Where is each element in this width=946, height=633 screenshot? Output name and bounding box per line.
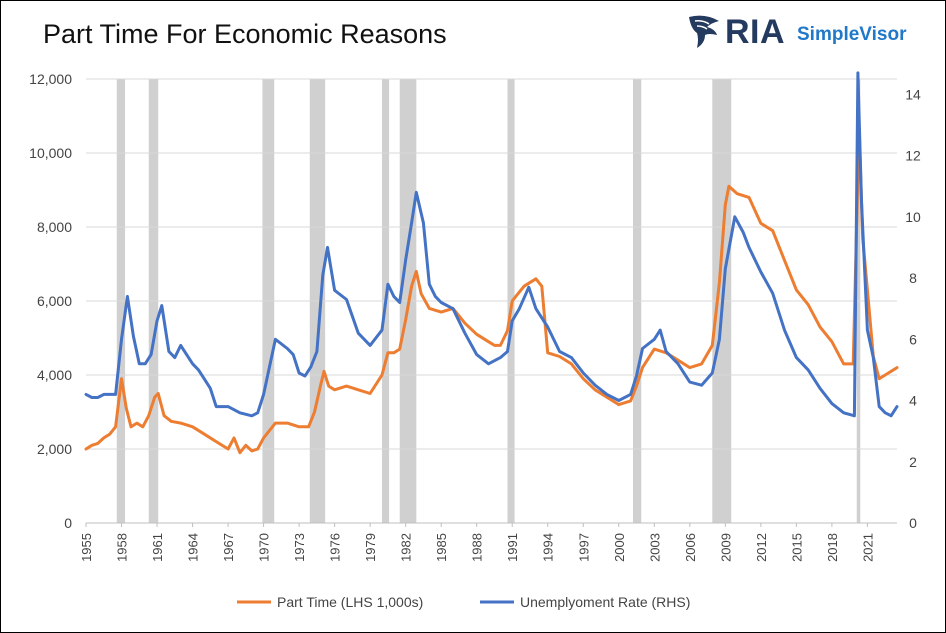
series-line [84,125,899,455]
y-right-tick-label: 0 [909,515,917,531]
legend-label: Part Time (LHS 1,000s) [277,594,423,610]
y-left-tick-label: 2,000 [37,441,72,457]
x-tick-label: 1961 [150,533,165,562]
y-right-tick-label: 10 [905,209,921,225]
y-right-tick-label: 14 [905,86,921,102]
y-right-tick-label: 6 [909,331,917,347]
x-tick-label: 1973 [292,533,307,562]
chart-title: Part Time For Economic Reasons [43,19,447,49]
x-tick-label: 1964 [186,533,201,562]
series-line [84,71,899,418]
y-left-tick-label: 12,000 [29,71,72,87]
eagle-logo-icon [689,15,719,49]
x-tick-label: 1985 [434,533,449,562]
y-left-tick-label: 4,000 [37,367,72,383]
y-right-tick-label: 8 [909,270,917,286]
y-right-tick-label: 12 [905,148,921,164]
x-tick-label: 1958 [115,533,130,562]
x-tick-label: 1955 [79,533,94,562]
brand-logo: RIA SimpleVisor [687,13,917,57]
x-tick-label: 1982 [399,533,414,562]
x-tick-label: 1988 [470,533,485,562]
y-right-tick-label: 2 [909,454,917,470]
x-tick-label: 1997 [576,533,591,562]
x-tick-label: 1976 [328,533,343,562]
x-tick-label: 1979 [363,533,378,562]
y-left-tick-label: 10,000 [29,145,72,161]
y-left-tick-label: 8,000 [37,219,72,235]
x-tick-label: 2009 [718,533,733,562]
brand-sub: SimpleVisor [797,24,907,45]
x-tick-label: 2003 [647,533,662,562]
y-left-tick-label: 6,000 [37,293,72,309]
x-tick-label: 2000 [612,533,627,562]
x-tick-label: 1991 [505,533,520,562]
y-right-tick-label: 4 [909,393,917,409]
brand-name: RIA [725,13,786,51]
y-left-tick-label: 0 [64,515,72,531]
x-tick-label: 2012 [754,533,769,562]
x-tick-label: 2021 [860,533,875,562]
x-tick-label: 2006 [683,533,698,562]
x-tick-label: 2015 [789,533,804,562]
x-tick-label: 1994 [541,533,556,562]
x-tick-label: 2018 [825,533,840,562]
legend-label: Unemplyoment Rate (RHS) [520,594,690,610]
x-tick-label: 1970 [257,533,272,562]
x-tick-label: 1967 [221,533,236,562]
